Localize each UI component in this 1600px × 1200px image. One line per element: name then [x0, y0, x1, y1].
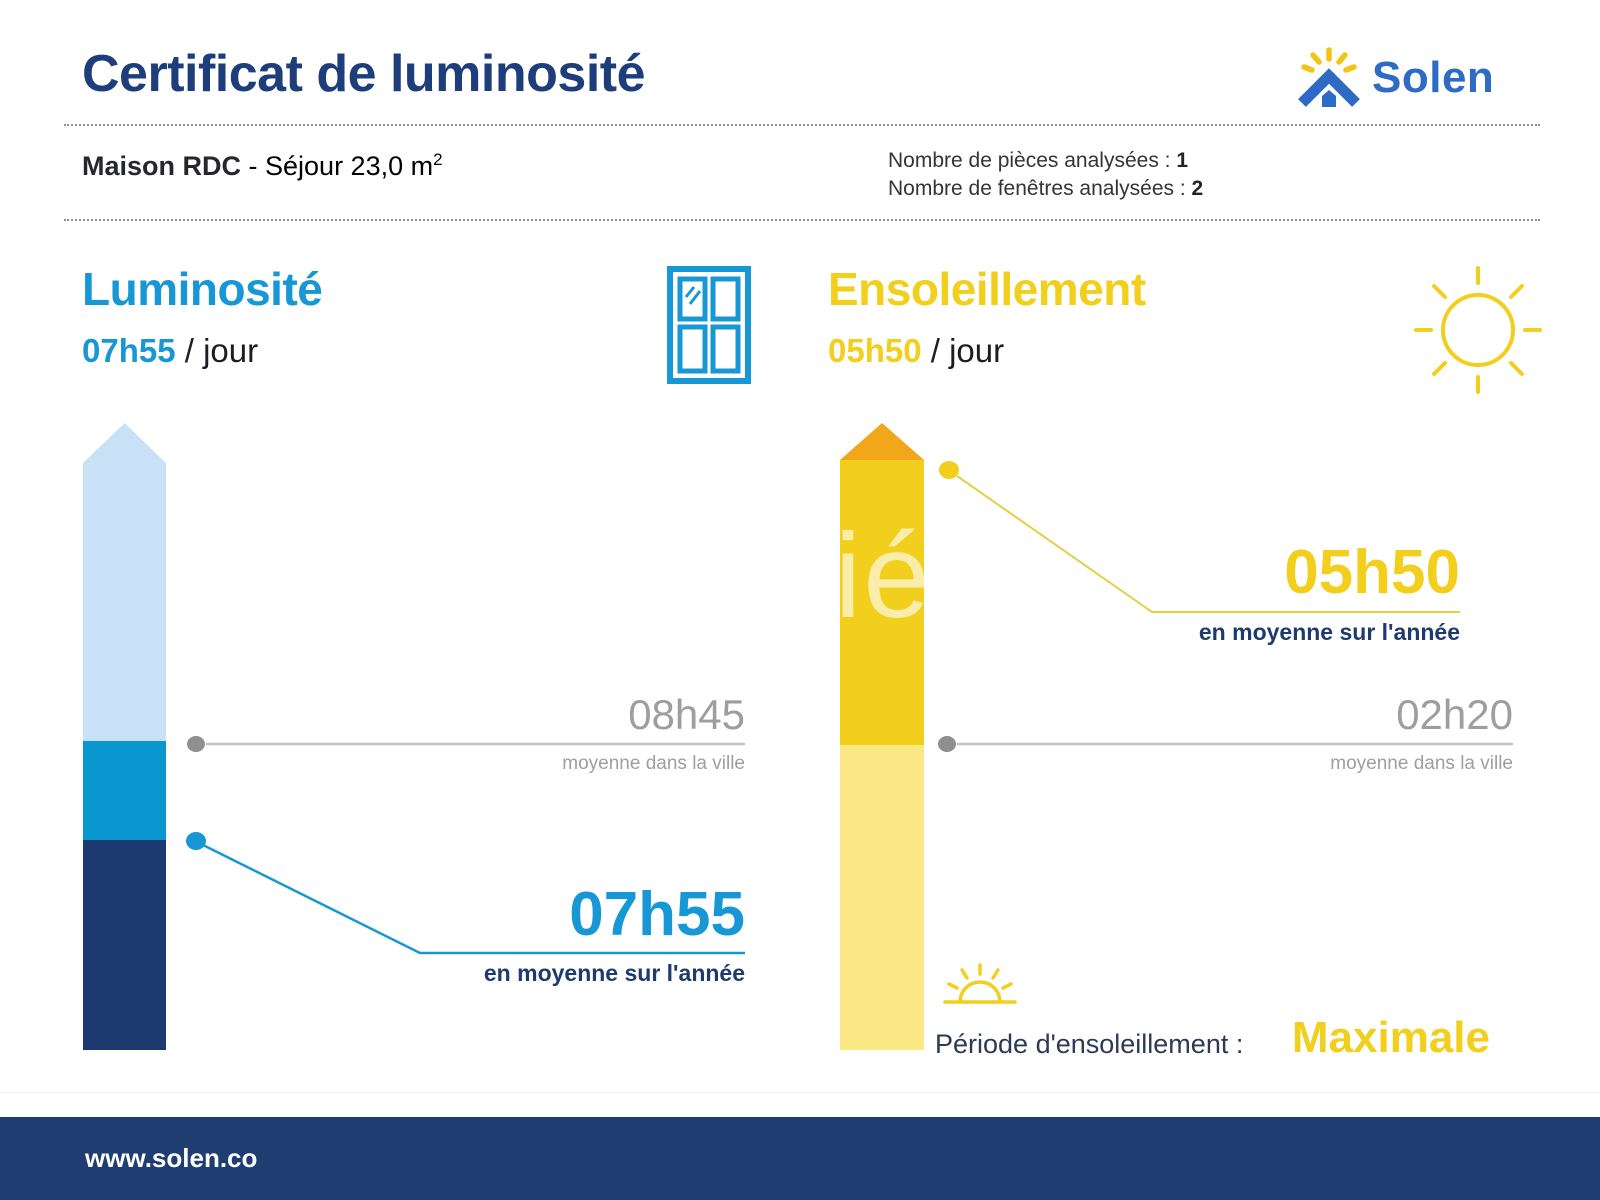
footer-website-link[interactable]: www.solen.co — [85, 1143, 258, 1173]
prefooter-divider — [0, 1092, 1600, 1093]
luminosity-year-value: 07h55 — [569, 880, 745, 949]
property-name: Maison RDC — [82, 151, 242, 181]
sunshine-year-value: 05h50 — [1284, 538, 1460, 607]
sunshine-bar-arrow-cap — [840, 423, 924, 460]
sunrise-icon — [943, 963, 1017, 1004]
luminosity-bar — [83, 423, 166, 1050]
luminosity-bar-dark-segment — [83, 840, 166, 1050]
luminosity-year-label: en moyenne sur l'année — [483, 960, 745, 986]
sunshine-city-value: 02h20 — [1396, 691, 1513, 738]
sunshine-year-dot — [939, 461, 959, 479]
footer-bar: www.solen.co — [0, 1117, 1600, 1200]
sunshine-bar — [840, 423, 924, 1050]
luminosity-city-value: 08h45 — [628, 691, 745, 738]
luminosity-city-dot — [187, 736, 205, 752]
sunshine-bar-pale-segment — [840, 745, 924, 1050]
solen-house-sun-icon — [1298, 47, 1360, 107]
luminosity-title: Luminosité — [82, 263, 323, 315]
analysis-counts: Nombre de pièces analysées : 1 Nombre de… — [888, 147, 1203, 203]
sunshine-bar-bright-segment — [840, 460, 924, 745]
sunshine-period-value: Maximale — [1291, 1013, 1490, 1062]
sunshine-title: Ensoleillement — [828, 263, 1146, 315]
watermark-text: ié — [834, 509, 932, 643]
windows-analyzed-line: Nombre de fenêtres analysées : 2 — [888, 177, 1204, 200]
rooms-analyzed-line: Nombre de pièces analysées : 1 — [888, 149, 1189, 172]
sunshine-city-dot — [938, 736, 956, 752]
brand-name: Solen — [1372, 53, 1495, 102]
sun-icon — [1414, 266, 1542, 394]
luminosity-year-dot — [186, 832, 206, 850]
sunshine-period-label: Période d'ensoleillement : — [935, 1029, 1244, 1059]
rooms-analyzed-value: 1 — [1176, 149, 1189, 172]
windows-analyzed-value: 2 — [1191, 177, 1204, 200]
page-title: Certificat de luminosité — [82, 45, 646, 103]
luminosity-bar-light-segment — [83, 423, 166, 741]
luminosity-city-label: moyenne dans la ville — [562, 753, 745, 774]
dotted-divider-top — [64, 124, 1540, 126]
luminosity-daily-value: 07h55 / jour — [82, 332, 259, 369]
brand-logo: Solen — [1296, 46, 1526, 110]
dotted-divider-bottom — [64, 219, 1540, 221]
sunshine-daily-value: 05h50 / jour — [828, 332, 1005, 369]
window-icon — [667, 266, 751, 384]
property-details: - Séjour 23,0 m — [241, 151, 434, 181]
sunshine-city-label: moyenne dans la ville — [1330, 753, 1513, 774]
sunshine-year-label: en moyenne sur l'année — [1198, 619, 1460, 645]
luminosity-bar-mid-segment — [83, 741, 166, 840]
area-exponent: 2 — [433, 150, 443, 169]
property-line: Maison RDC - Séjour 23,0 m2 — [82, 150, 443, 182]
